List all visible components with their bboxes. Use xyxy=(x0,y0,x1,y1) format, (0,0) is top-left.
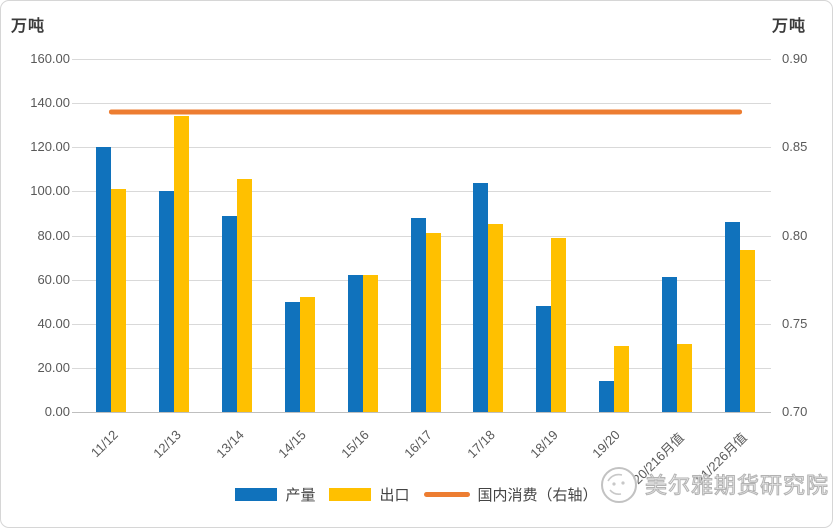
bar-series-1-cat-9 xyxy=(676,343,692,412)
bar-series-0-cat-0 xyxy=(96,147,112,412)
left-axis-tick-label: 100.00 xyxy=(30,183,70,199)
legend-label-production: 产量 xyxy=(285,488,316,504)
gridline xyxy=(72,147,771,149)
left-axis-title: 万吨 xyxy=(11,18,46,35)
left-axis-tick-label: 60.00 xyxy=(37,271,70,287)
right-axis-tick-label: 0.80 xyxy=(782,227,808,243)
bar-series-0-cat-7 xyxy=(536,306,552,412)
legend-label-export: 出口 xyxy=(379,488,410,504)
legend-swatch-export xyxy=(329,488,372,501)
bar-series-0-cat-5 xyxy=(410,217,426,412)
bar-series-1-cat-7 xyxy=(551,237,567,412)
watermark-text: 美尔雅期货研究院 xyxy=(644,473,830,499)
left-axis-tick-label: 160.00 xyxy=(30,51,70,66)
bar-series-0-cat-2 xyxy=(222,215,238,412)
bar-series-1-cat-1 xyxy=(174,116,190,412)
gridline xyxy=(72,103,771,105)
left-axis-tick-label: 80.00 xyxy=(37,227,70,243)
line-series-domestic-consumption xyxy=(108,109,743,115)
left-axis-tick-label: 120.00 xyxy=(30,139,70,155)
bar-series-0-cat-9 xyxy=(661,277,677,412)
bar-series-0-cat-6 xyxy=(473,182,489,412)
bar-series-0-cat-1 xyxy=(159,191,175,412)
x-axis-label: 11/12 xyxy=(87,427,121,461)
legend-item-production: 产量 xyxy=(235,484,315,505)
bar-series-1-cat-10 xyxy=(739,249,755,412)
gridline xyxy=(72,59,771,60)
x-axis-line xyxy=(72,412,771,413)
watermark: 美尔雅期货研究院 xyxy=(598,463,829,505)
x-axis-label: 18/19 xyxy=(526,427,561,461)
left-axis-tick-label: 20.00 xyxy=(37,359,70,375)
right-axis-tick-label: 0.90 xyxy=(782,51,808,66)
legend-label-domestic-consumption: 国内消费（右轴） xyxy=(477,488,598,504)
bar-series-0-cat-4 xyxy=(347,275,363,412)
bar-series-1-cat-5 xyxy=(425,233,441,412)
x-axis-label: 14/15 xyxy=(275,427,310,461)
bar-series-0-cat-8 xyxy=(598,381,614,412)
x-axis-label: 15/16 xyxy=(338,427,372,461)
bar-series-1-cat-6 xyxy=(488,224,504,412)
bar-series-0-cat-10 xyxy=(724,222,740,412)
left-axis-tick-label: 0.00 xyxy=(44,404,70,419)
plot-area xyxy=(72,59,771,413)
bar-series-1-cat-3 xyxy=(299,297,315,412)
right-axis-title: 万吨 xyxy=(771,18,806,35)
bar-series-1-cat-4 xyxy=(362,275,378,412)
x-axis-label: 16/17 xyxy=(401,427,435,461)
legend-swatch-production xyxy=(235,488,278,501)
right-axis-tick-label: 0.75 xyxy=(782,315,808,331)
legend-item-export: 出口 xyxy=(329,484,410,505)
watermark-logo-icon xyxy=(601,467,637,503)
legend: 产量 出口 国内消费（右轴） xyxy=(1,484,832,505)
left-axis-tick-label: 40.00 xyxy=(37,315,70,331)
x-axis-label: 17/18 xyxy=(464,427,498,461)
left-axis-tick-label: 140.00 xyxy=(30,95,70,111)
bar-series-1-cat-2 xyxy=(237,179,253,412)
right-axis-tick-label: 0.85 xyxy=(782,139,808,155)
x-axis-label: 12/13 xyxy=(149,427,184,461)
x-axis-label: 19/20 xyxy=(589,427,624,461)
bar-series-1-cat-8 xyxy=(613,345,629,412)
bar-series-0-cat-3 xyxy=(284,301,300,412)
legend-item-domestic-consumption: 国内消费（右轴） xyxy=(423,484,598,505)
legend-swatch-domestic-consumption xyxy=(423,492,470,497)
bar-series-1-cat-0 xyxy=(111,189,127,412)
x-axis-label: 13/14 xyxy=(212,427,247,461)
right-axis-tick-label: 0.70 xyxy=(782,404,808,419)
gridline xyxy=(72,191,771,193)
